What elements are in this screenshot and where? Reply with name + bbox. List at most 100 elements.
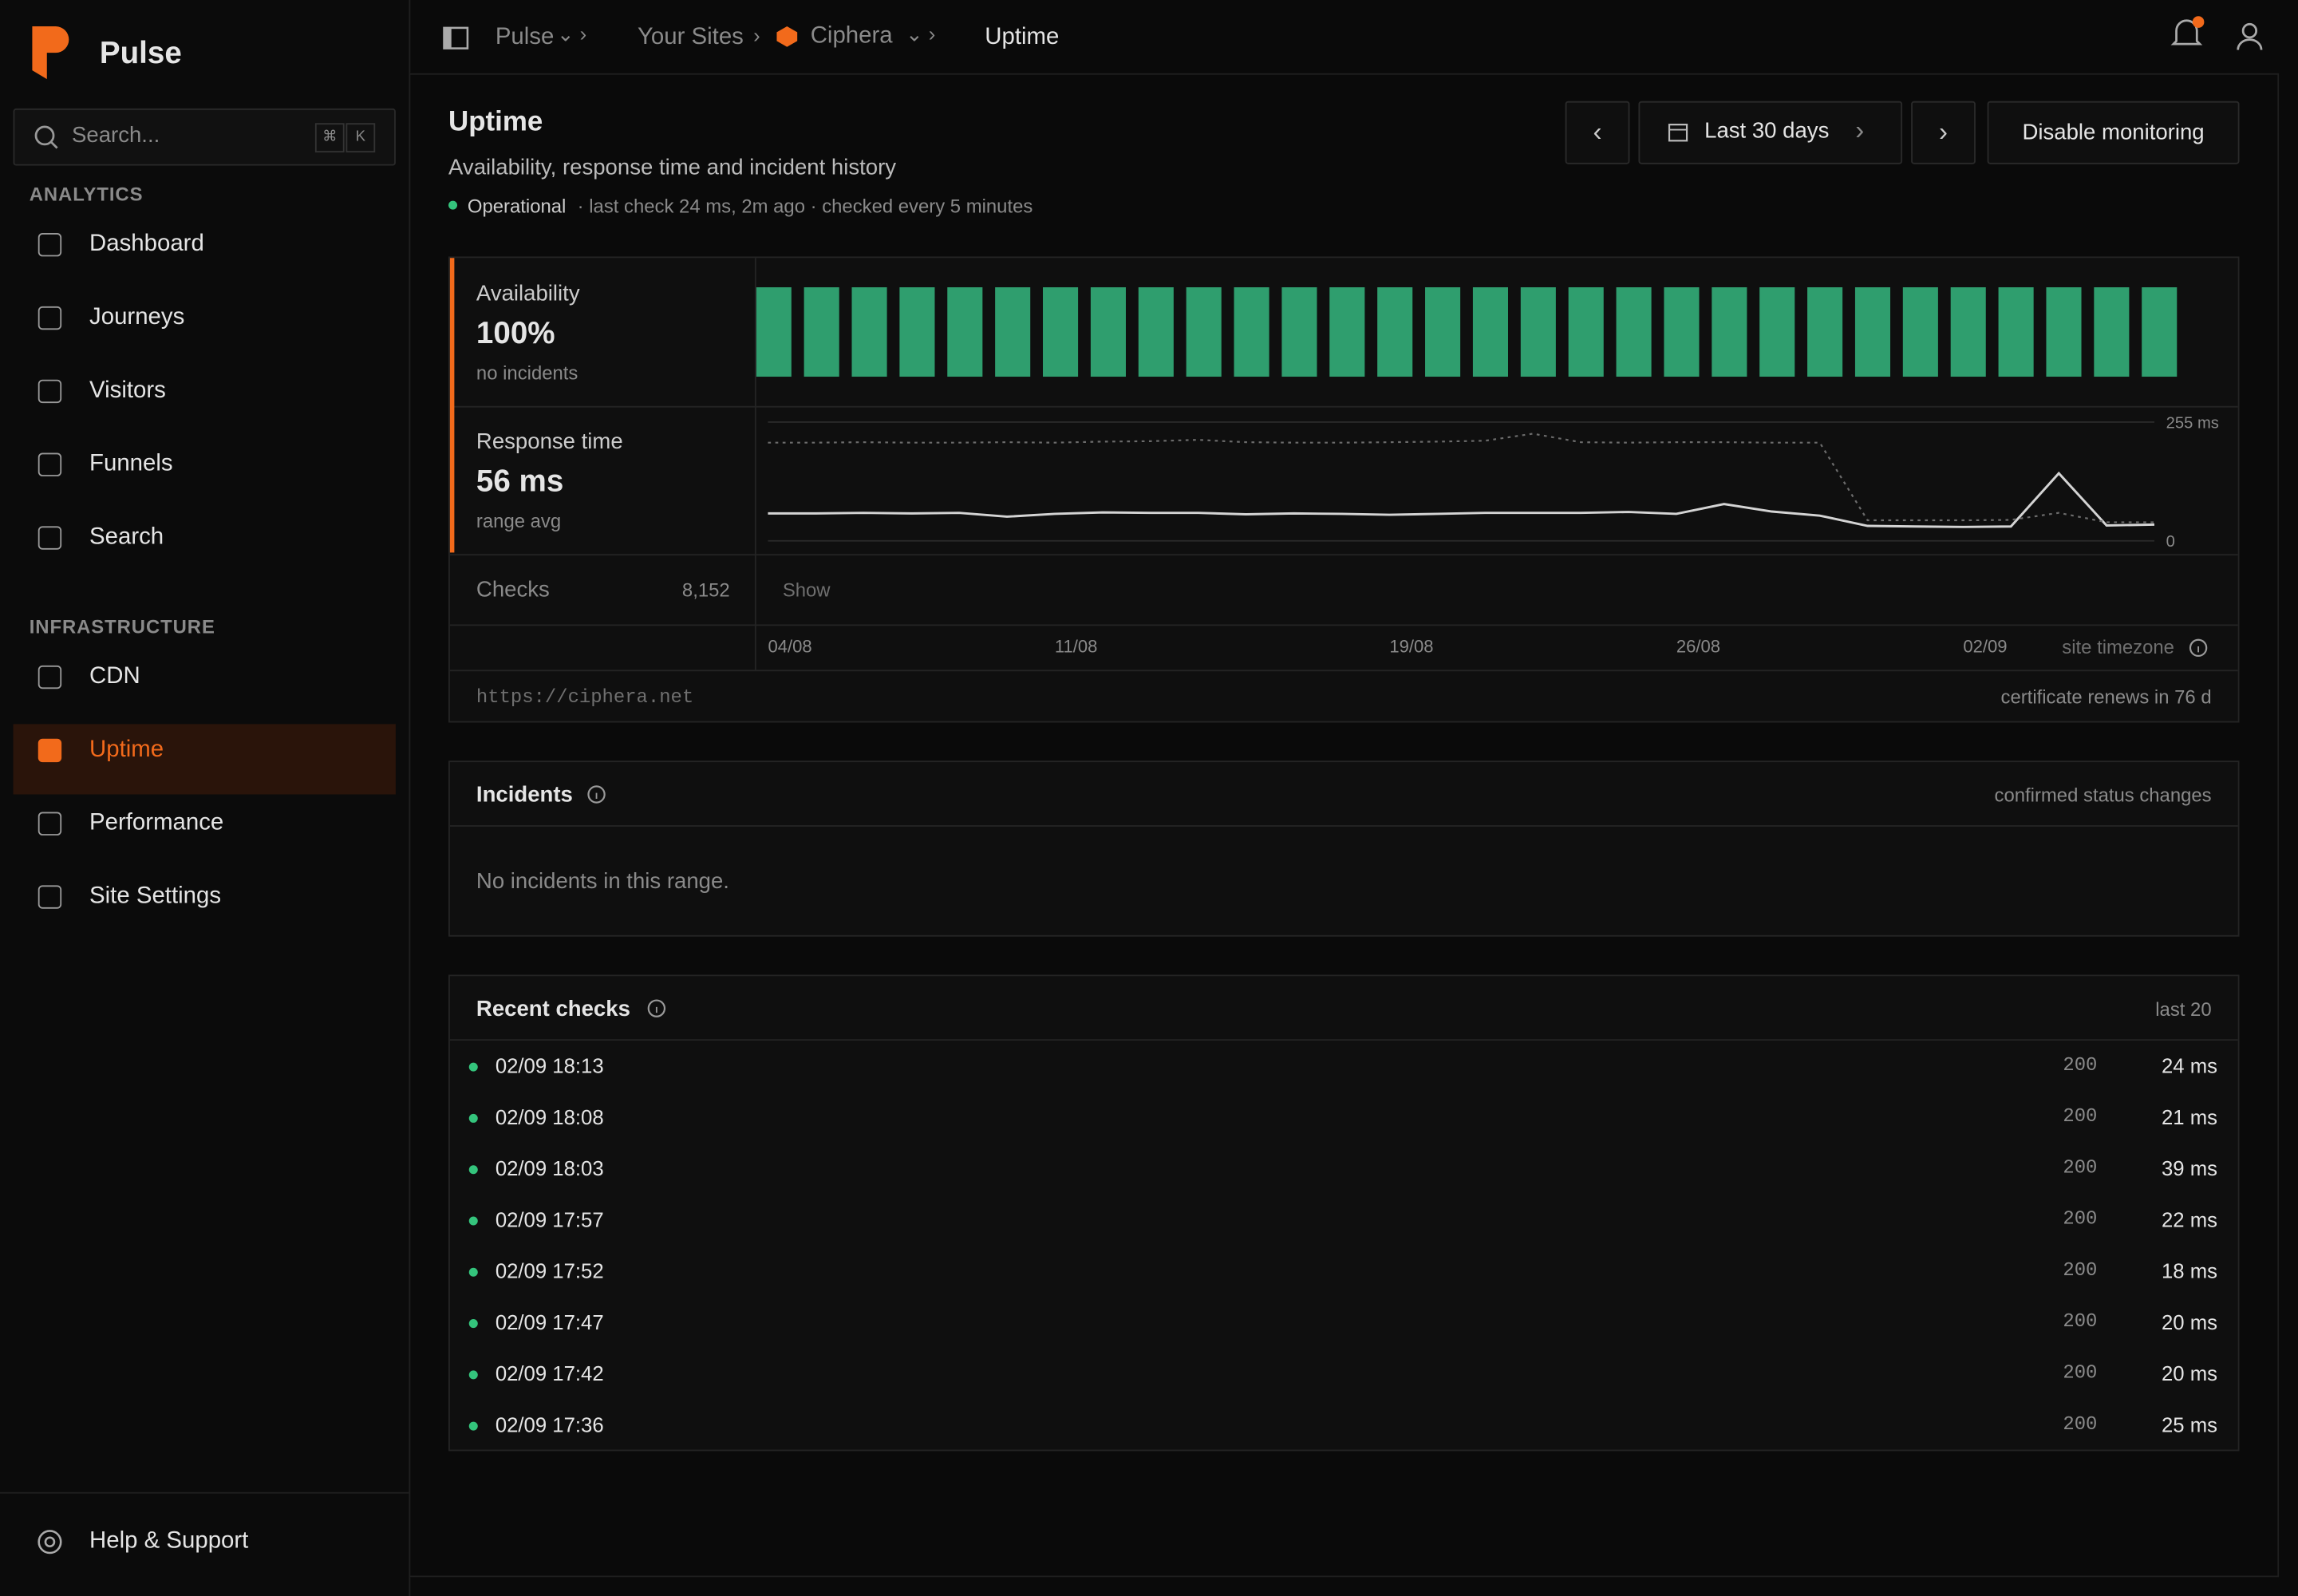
status-dot [468,1165,478,1175]
availability-bar [1138,286,1174,377]
info-icon[interactable] [2188,638,2209,658]
prev-range[interactable]: ‹ [1565,101,1630,164]
nav-icon [38,233,62,257]
status-dot [468,1421,478,1431]
nav-icon [38,665,62,689]
availability-label: Availability [476,281,580,306]
incidents-empty: No incidents in this range. [476,869,729,895]
info-icon[interactable] [646,998,667,1019]
nav-icon [38,885,62,909]
availability-bar [1998,286,2034,377]
nav-item[interactable]: Dashboard [89,231,204,257]
nav-active-bg [13,724,396,795]
check-latency: 20 ms [2161,1310,2217,1334]
nav-item[interactable]: Site Settings [89,883,222,909]
nav-item[interactable]: CDN [89,664,140,689]
check-time: 02/09 17:57 [495,1207,604,1231]
notifications[interactable] [2169,14,2205,53]
check-latency: 18 ms [2161,1258,2217,1283]
range-label: Last 30 days [1704,118,1830,144]
y-tick-label: 0 [2166,533,2175,551]
nav-item[interactable]: Journeys [89,305,185,330]
check-status: 200 [2063,1156,2098,1179]
search-box[interactable] [13,108,396,166]
nav-item[interactable]: Visitors [89,377,166,404]
status-dot [468,1216,478,1226]
availability-bar [1377,286,1413,377]
help-link[interactable]: Help & Support [89,1528,249,1554]
shortcut-key: ⌘ [314,123,345,153]
disable-monitoring[interactable]: Disable monitoring [1987,101,2240,164]
shortcut-key: K [345,123,376,153]
availability-bar [1520,286,1556,377]
y-tick-label: 255 ms [2166,414,2219,432]
divider [449,1039,2238,1041]
status-dot [468,1113,478,1123]
nav-item[interactable]: Funnels [89,451,173,476]
availability-bar [1854,286,1891,377]
site-url: https://ciphera.net [476,685,694,709]
response-value: 56 ms [476,464,564,499]
nav-item[interactable]: Uptime [89,737,164,763]
checks-toggle[interactable]: Show [782,579,831,602]
availability-bar [1090,286,1126,377]
account[interactable] [2235,22,2264,52]
x-tick-label: 11/08 [1055,636,1098,656]
nav-item[interactable]: Performance [89,810,224,836]
check-time: 02/09 17:47 [495,1310,604,1334]
info-icon[interactable] [586,784,607,805]
availability-bar [1950,286,1986,377]
availability-bar [1902,286,1938,377]
check-time: 02/09 18:03 [495,1156,604,1180]
availability-bar [899,286,935,377]
page-title: Uptime [448,107,543,138]
nav-section: INFRASTRUCTURE [29,615,215,638]
status-dot [468,1370,478,1380]
x-tick-label: 19/08 [1389,636,1433,656]
check-time: 02/09 18:13 [495,1053,604,1077]
site-icon [776,26,798,47]
availability-bar [1472,286,1508,377]
sidebar [0,0,411,1596]
breadcrumb[interactable]: Ciphera [810,23,893,49]
help-icon [38,1530,62,1555]
calendar-icon [1668,124,1688,142]
cert-note: certificate renews in 76 d [2000,685,2212,709]
sidebar-toggle[interactable] [443,26,469,49]
response-line [768,433,2154,523]
check-latency: 22 ms [2161,1207,2217,1231]
breadcrumb[interactable]: Pulse [495,25,555,50]
status-dot [468,1267,478,1277]
divider [0,1491,409,1494]
response-chart: 0 255 ms 04/08 11/08 19/08 26/08 02/09 [768,414,2219,656]
nav-icon [38,812,62,836]
availability-bar [1664,286,1700,377]
chevron: › [1855,116,1865,145]
check-status: 200 [2063,1412,2098,1436]
check-latency: 39 ms [2161,1156,2217,1180]
check-status: 200 [2063,1053,2098,1077]
response-label: Response time [476,429,623,455]
availability-bar [1281,286,1317,377]
check-status: 200 [2063,1104,2098,1128]
check-status: 200 [2063,1207,2098,1231]
check-time: 02/09 17:36 [495,1412,604,1436]
next-range[interactable]: › [1911,101,1976,164]
availability-bar [995,286,1031,377]
response-line [768,471,2155,528]
divider [754,258,756,670]
availability-bar [1568,286,1604,377]
range-picker[interactable] [1638,101,1903,164]
x-tick-label: 02/09 [1963,636,2007,656]
logo [32,26,69,80]
breadcrumb[interactable]: Your Sites [637,25,744,50]
search-icon [34,125,58,149]
nav-icon [38,306,62,330]
availability-bar [2094,286,2130,377]
divider [449,624,2238,626]
response-note: range avg [476,510,562,532]
nav-section: ANALYTICS [29,183,144,206]
nav-item[interactable]: Search [89,524,164,550]
incidents-card [448,760,2240,937]
status-dot [468,1319,478,1329]
